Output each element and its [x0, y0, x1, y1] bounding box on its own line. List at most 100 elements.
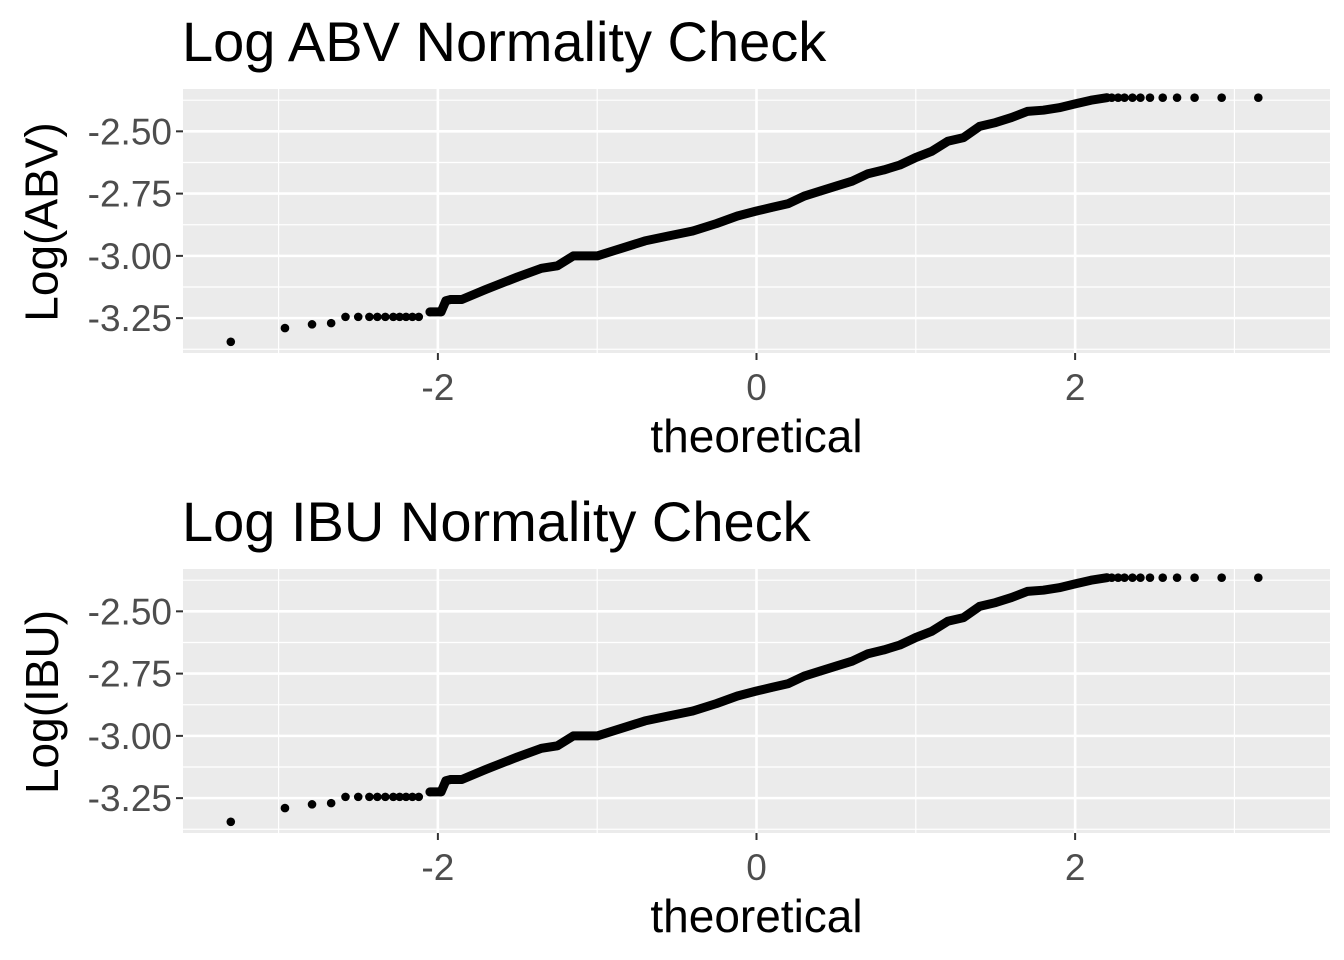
y-tick-label: -2.75: [88, 174, 172, 215]
qq-point: [414, 312, 424, 322]
qq-point: [513, 752, 522, 762]
qq-point: [847, 656, 857, 666]
qq-point: [307, 320, 317, 329]
qq-point: [1172, 573, 1182, 583]
qq-point: [381, 312, 390, 322]
qq-point: [784, 679, 793, 688]
qq-point: [513, 272, 522, 282]
qq-point: [895, 160, 905, 170]
qq-point: [1120, 93, 1129, 103]
abv-qq-panel: -2 0 2 -2.50 -2.75 -3.00 -3.25 Log ABV Normali…: [14, 10, 1330, 462]
qq-point: [1023, 587, 1032, 596]
qq-point: [365, 792, 374, 802]
qq-point: [592, 251, 602, 261]
chart-title: Log ABV Normality Check: [182, 10, 827, 73]
qq-point: [1086, 95, 1096, 105]
qq-point: [911, 633, 921, 642]
qq-point: [1128, 93, 1137, 103]
qq-point: [640, 716, 650, 726]
qq-point: [436, 307, 446, 317]
qq-point: [752, 686, 761, 696]
qq-point: [1054, 583, 1064, 592]
qq-point: [1070, 579, 1080, 589]
qq-point: [784, 199, 793, 208]
qq-point: [1054, 103, 1064, 112]
qq-point: [1070, 99, 1080, 109]
qq-point: [895, 640, 905, 650]
qq-point: [280, 803, 290, 813]
qq-point: [326, 798, 336, 808]
qq-point: [1007, 593, 1016, 602]
qq-point: [1136, 93, 1145, 103]
qq-point: [616, 724, 626, 733]
x-tick-label: -2: [421, 367, 454, 408]
qq-point: [847, 176, 857, 186]
x-tick-label: 2: [1065, 847, 1086, 888]
qq-point: [365, 312, 374, 322]
qq-point: [1007, 113, 1016, 122]
qq-point: [640, 236, 650, 246]
qq-point: [395, 792, 404, 802]
qq-point: [688, 226, 698, 236]
qq-point: [401, 792, 411, 802]
qq-point: [494, 280, 503, 289]
qq-point: [1113, 93, 1123, 103]
y-tick-label: -3.00: [88, 716, 172, 757]
x-tick-label: -2: [421, 847, 454, 888]
qq-point: [341, 792, 350, 802]
qq-point: [1217, 573, 1226, 583]
qq-point: [1120, 573, 1129, 583]
qq-point: [388, 312, 398, 322]
qq-point: [425, 787, 435, 797]
qq-point: [1023, 107, 1032, 116]
qq-point: [1145, 93, 1155, 103]
qq-point: [457, 295, 467, 304]
qq-point: [799, 191, 809, 201]
qq-point: [975, 602, 984, 611]
qq-point: [768, 683, 777, 692]
ibu-qq-plot: -2 0 2 -2.50 -2.75 -3.00 -3.25: [88, 569, 1330, 888]
qq-point: [831, 181, 841, 191]
qq-point: [1086, 575, 1096, 585]
qq-point: [592, 731, 602, 741]
y-axis-label: Log(IBU): [16, 609, 69, 795]
qq-point: [568, 731, 578, 741]
qq-point: [688, 706, 698, 716]
y-axis-label-box: Log(ABV): [14, 92, 70, 352]
qq-point: [425, 307, 435, 317]
qq-point: [1158, 573, 1168, 583]
x-tick-label: 0: [746, 847, 767, 888]
qq-point: [373, 312, 382, 322]
qq-point: [408, 312, 417, 322]
qq-point: [1254, 573, 1263, 583]
qq-point: [553, 741, 562, 751]
qq-point: [664, 711, 674, 721]
qq-point: [280, 323, 290, 333]
qq-point: [752, 206, 761, 216]
qq-point: [457, 775, 467, 784]
qq-point: [1107, 573, 1117, 583]
qq-point: [1217, 93, 1226, 103]
qq-point: [408, 792, 417, 802]
qq-point: [326, 318, 336, 328]
qq-point: [863, 649, 873, 658]
qq-point: [733, 691, 742, 701]
qq-point: [1254, 93, 1263, 103]
x-tick-label: 0: [746, 367, 767, 408]
qq-point: [1158, 93, 1168, 103]
qq-point: [664, 231, 674, 241]
qq-point: [991, 118, 1000, 127]
y-axis-label-box: Log(IBU): [14, 572, 70, 832]
qq-point: [863, 169, 873, 178]
qq-point: [1190, 573, 1199, 583]
qq-point: [879, 645, 889, 655]
qq-point: [991, 598, 1000, 607]
qq-point: [395, 312, 404, 322]
y-axis-label: Log(ABV): [16, 122, 68, 322]
qq-point: [353, 792, 363, 802]
qq-point: [553, 261, 562, 271]
qq-point: [1038, 105, 1048, 115]
x-axis-label: theoretical: [650, 410, 863, 462]
qq-point: [943, 137, 952, 146]
y-tick-label: -3.00: [88, 236, 172, 277]
